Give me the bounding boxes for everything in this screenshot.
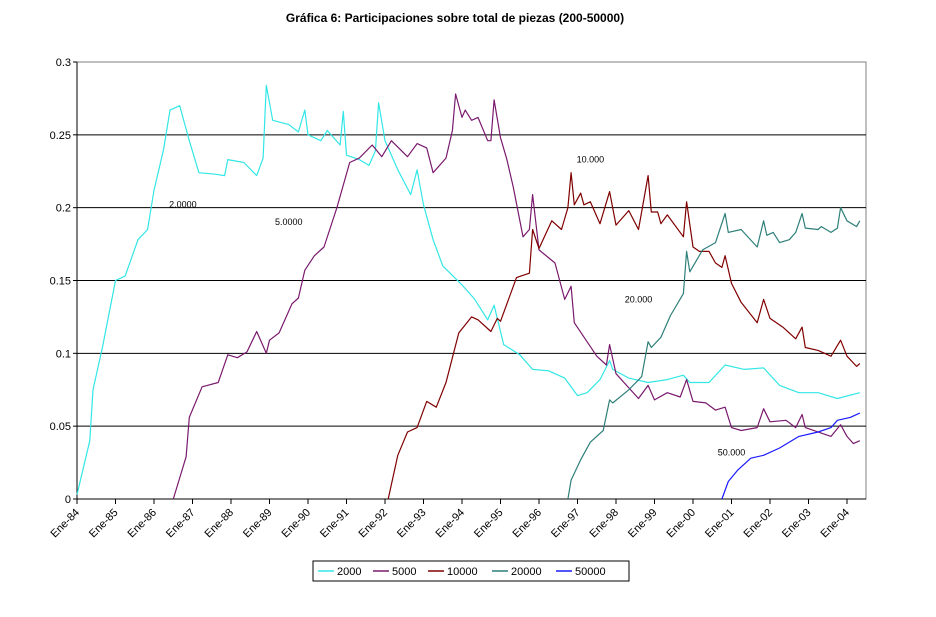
x-tick-label: Ene-90 xyxy=(280,507,314,541)
x-tick-label: Ene-92 xyxy=(357,507,391,541)
x-tick-label: Ene-85 xyxy=(87,507,121,541)
legend-label-10000: 10000 xyxy=(447,566,478,578)
x-tick-label: Ene-87 xyxy=(164,507,198,541)
x-tick-label: Ene-84 xyxy=(49,507,83,541)
x-tick-label: Ene-91 xyxy=(318,507,352,541)
legend-label-2000: 2000 xyxy=(337,566,361,578)
series-line-20000 xyxy=(567,207,861,500)
y-tick-label: 0.1 xyxy=(56,348,71,360)
series-line-5000 xyxy=(172,93,861,500)
series-line-2000 xyxy=(76,84,860,495)
y-tick-label: 0.15 xyxy=(50,276,71,288)
x-tick-label: Ene-94 xyxy=(434,507,468,541)
data-label: 5.0000 xyxy=(275,217,303,227)
y-tick-label: 0.25 xyxy=(50,130,71,142)
x-tick-label: Ene-89 xyxy=(241,507,275,541)
x-tick-label: Ene-98 xyxy=(588,507,622,541)
x-tick-label: Ene-93 xyxy=(395,507,429,541)
y-tick-label: 0 xyxy=(65,494,71,506)
y-tick-label: 0.3 xyxy=(56,57,71,69)
x-tick-label: Ene-04 xyxy=(819,507,853,541)
legend-label-5000: 5000 xyxy=(392,566,416,578)
x-tick-label: Ene-99 xyxy=(626,507,660,541)
legend-box xyxy=(312,560,630,582)
legend: 2000 5000 10000 20000 50000 xyxy=(312,560,630,582)
x-tick-label: Ene-96 xyxy=(511,507,545,541)
x-tick-label: Ene-02 xyxy=(742,507,776,541)
y-tick-label: 0.2 xyxy=(56,203,71,215)
data-label: 20.000 xyxy=(625,294,653,304)
x-tick-label: Ene-00 xyxy=(665,507,699,541)
chart-title: Gráfica 6: Participaciones sobre total d… xyxy=(286,11,624,25)
x-tick-label: Ene-01 xyxy=(703,507,737,541)
y-tick-label: 0.05 xyxy=(50,421,71,433)
annotations: 2.0000 5.0000 10.000 20.000 50.000 xyxy=(169,155,745,458)
legend-label-20000: 20000 xyxy=(511,566,542,578)
x-tick-label: Ene-86 xyxy=(126,507,160,541)
data-label: 10.000 xyxy=(577,155,605,165)
series-line-50000 xyxy=(721,412,861,500)
x-tick-label: Ene-88 xyxy=(203,507,237,541)
x-tick-label: Ene-03 xyxy=(780,507,814,541)
x-tick-label: Ene-95 xyxy=(472,507,506,541)
x-tick-label: Ene-97 xyxy=(549,507,583,541)
series-lines xyxy=(76,84,861,500)
y-axis: 0 0.05 0.1 0.15 0.2 0.25 0.3 xyxy=(50,57,78,506)
data-label: 50.000 xyxy=(718,447,746,457)
legend-label-50000: 50000 xyxy=(575,566,606,578)
gridlines xyxy=(77,134,866,427)
series-line-10000 xyxy=(387,172,861,500)
data-label: 2.0000 xyxy=(169,200,197,210)
x-axis: Ene-84 Ene-85 Ene-86 Ene-87 Ene-88 Ene-89 Ene-… xyxy=(49,498,866,541)
